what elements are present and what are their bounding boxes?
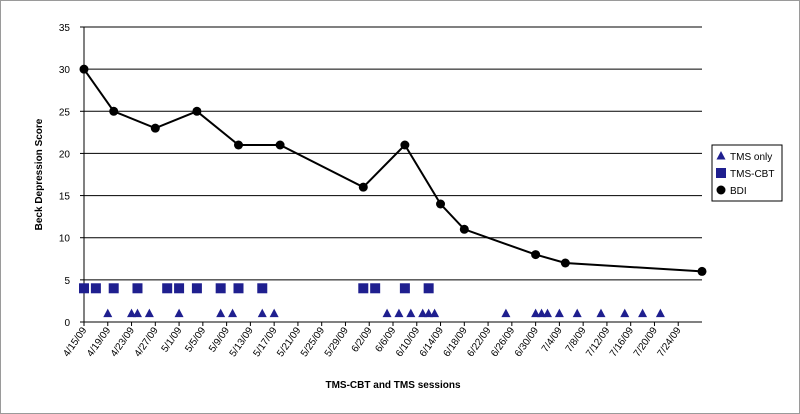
- tms-only-point: [418, 308, 428, 318]
- tms-cbt-point: [90, 283, 101, 294]
- bdi-point: [79, 64, 89, 74]
- y-tick-label: 0: [64, 318, 70, 329]
- legend-marker-bdi: [716, 185, 726, 195]
- bdi-point: [109, 106, 119, 116]
- y-tick-label: 35: [59, 23, 71, 34]
- tms-only-point: [382, 308, 392, 318]
- legend-label-tms-only: TMS only: [730, 152, 772, 163]
- bdi-point: [234, 140, 243, 150]
- tms-cbt-point: [233, 283, 244, 294]
- bdi-point: [400, 140, 410, 150]
- x-tick-label: 5/1/09: [160, 325, 185, 354]
- tms-only-point: [132, 308, 142, 318]
- tms-cbt-point: [79, 283, 89, 294]
- x-tick-label: 5/29/09: [323, 325, 351, 359]
- legend-label-bdi: BDI: [730, 186, 747, 197]
- tms-only-point: [501, 308, 511, 318]
- tms-cbt-point: [174, 283, 185, 294]
- y-tick-label: 5: [64, 276, 70, 287]
- tms-only-point: [537, 308, 547, 318]
- y-axis-title: Beck Depression Score: [34, 118, 45, 230]
- x-tick-label: 4/27/09: [133, 325, 161, 359]
- x-axis-title: TMS-CBT and TMS sessions: [325, 380, 460, 391]
- tms-only-point: [228, 308, 238, 318]
- tms-only-point: [531, 308, 541, 318]
- bdi-point: [192, 106, 202, 116]
- tms-only-point: [144, 308, 154, 318]
- bdi-point: [697, 266, 707, 276]
- bdi-point: [459, 224, 469, 234]
- tms-only-point: [596, 308, 606, 318]
- x-tick-label: 7/24/09: [656, 325, 684, 359]
- bdi-point: [358, 182, 368, 192]
- tms-cbt-point: [399, 283, 410, 294]
- tms-only-point: [257, 308, 267, 318]
- tms-only-point: [269, 308, 279, 318]
- tms-only-point: [406, 308, 416, 318]
- tms-only-point: [216, 308, 226, 318]
- y-tick-label: 15: [59, 192, 71, 203]
- bdi-point: [275, 140, 285, 150]
- tms-cbt-point: [132, 283, 143, 294]
- tms-cbt-point: [108, 283, 119, 294]
- tms-only-point: [572, 308, 582, 318]
- tms-cbt-point: [370, 283, 381, 294]
- bdi-line: [83, 68, 703, 273]
- tms-only-point: [620, 308, 630, 318]
- x-tick-label: 7/4/09: [540, 325, 565, 354]
- x-tick-label: 5/5/09: [183, 325, 208, 354]
- tms-only-point: [554, 308, 564, 318]
- tms-only-point: [638, 308, 648, 318]
- tms-cbt-point: [257, 283, 268, 294]
- tms-cbt-point: [162, 283, 173, 294]
- y-tick-label: 25: [59, 107, 71, 118]
- tms-only-point: [103, 308, 113, 318]
- y-tick-label: 20: [59, 149, 71, 160]
- tms-cbt-point: [423, 283, 434, 294]
- legend-marker-tms-only: [716, 151, 726, 160]
- tms-only-point: [430, 308, 440, 318]
- legend-label-tms-cbt: TMS-CBT: [730, 169, 774, 180]
- tms-only-point: [543, 308, 552, 318]
- tms-only-point: [174, 308, 184, 318]
- bdi-point: [150, 123, 160, 133]
- tms-cbt-point: [215, 283, 226, 294]
- legend-marker-tms-cbt: [716, 168, 726, 178]
- x-tick-label: 6/2/09: [350, 325, 375, 354]
- tms-only-point: [127, 308, 137, 318]
- y-tick-label: 10: [59, 234, 71, 245]
- tms-only-point: [394, 308, 404, 318]
- tms-only-point: [655, 308, 665, 318]
- bdi-point: [560, 258, 570, 268]
- bdi-point: [436, 199, 446, 209]
- tms-cbt-point: [191, 283, 202, 294]
- bdi-point: [531, 250, 541, 260]
- y-tick-label: 30: [59, 65, 71, 76]
- tms-cbt-point: [358, 283, 369, 294]
- x-tick-label: 6/30/09: [513, 325, 541, 359]
- tms-only-point: [424, 308, 434, 318]
